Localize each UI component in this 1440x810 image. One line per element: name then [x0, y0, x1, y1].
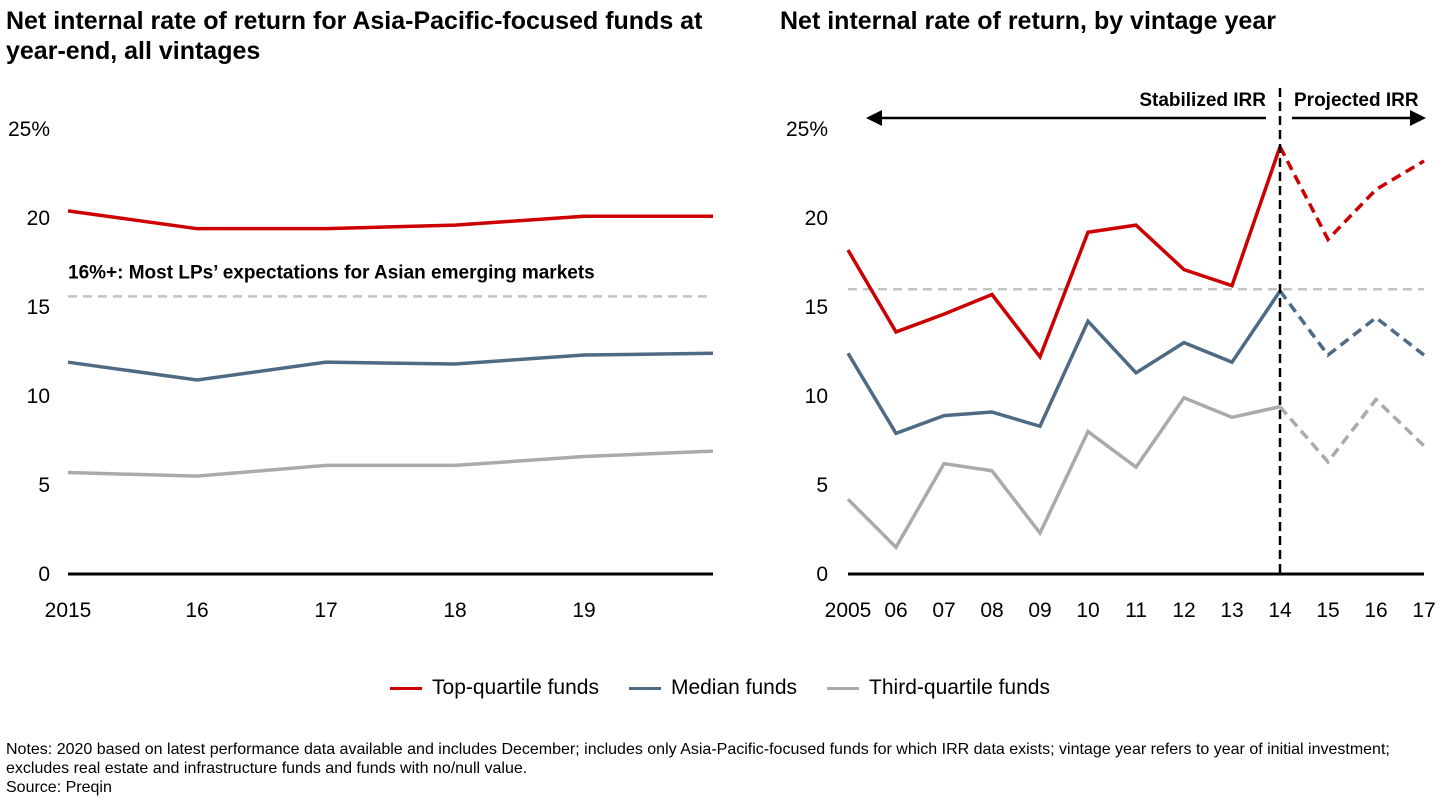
y-tick-label: 5 — [816, 474, 828, 497]
series-line-third — [67, 449, 714, 478]
projected-irr-label: Projected IRR — [1294, 90, 1419, 111]
x-tick-label: 11 — [1125, 599, 1147, 622]
y-tick-label: 25% — [786, 118, 828, 141]
legend: Top-quartile funds Median funds Third-qu… — [0, 676, 1440, 700]
arrow-left-icon — [866, 110, 882, 126]
right-chart-title: Net internal rate of return, by vintage … — [780, 7, 1276, 35]
x-tick-label: 14 — [1268, 599, 1292, 622]
legend-item-third: Third-quartile funds — [827, 676, 1050, 700]
legend-label: Top-quartile funds — [432, 676, 599, 699]
notes: Notes: 2020 based on latest performance … — [6, 740, 1436, 797]
arrow-right-icon — [1410, 110, 1426, 126]
y-tick-label: 15 — [805, 296, 828, 319]
x-tick-label: 09 — [1028, 599, 1051, 622]
source-text: Source: Preqin — [6, 779, 112, 796]
y-tick-label: 0 — [816, 563, 828, 586]
series-line-top — [846, 146, 1282, 361]
legend-swatch — [827, 686, 860, 690]
notes-text: Notes: 2020 based on latest performance … — [6, 741, 1390, 777]
x-tick-label: 08 — [980, 599, 1003, 622]
x-tick-label: 12 — [1172, 599, 1195, 622]
series-line-third — [846, 395, 1281, 551]
legend-label: Median funds — [670, 676, 798, 699]
legend-label: Third-quartile funds — [869, 676, 1050, 699]
series-line-median — [67, 351, 714, 382]
y-tick-label: 10 — [805, 385, 828, 408]
y-tick-label: 10 — [27, 385, 50, 408]
reference-line-label: 16%+: Most LPs’ expectations for Asian e… — [68, 262, 595, 283]
y-tick-label: 0 — [38, 563, 50, 586]
x-tick-label: 2005 — [825, 599, 872, 622]
x-tick-label: 16 — [185, 599, 208, 622]
x-tick-label: 15 — [1316, 599, 1339, 622]
x-tick-label: 2015 — [45, 599, 92, 622]
x-tick-label: 10 — [1076, 599, 1099, 622]
y-tick-label: 25% — [8, 118, 50, 141]
series-line-projected-top — [1278, 145, 1425, 243]
x-tick-label: 16 — [1364, 599, 1387, 622]
series-line-top — [67, 209, 713, 231]
y-tick-label: 5 — [38, 474, 50, 497]
series-line-projected-third — [1278, 396, 1426, 465]
x-tick-label: 17 — [314, 599, 337, 622]
legend-item-top: Top-quartile funds — [390, 676, 599, 700]
y-tick-label: 20 — [27, 207, 50, 230]
legend-swatch — [390, 686, 423, 690]
x-tick-label: 19 — [572, 599, 595, 622]
left-chart-title: Net internal rate of return for Asia-Pac… — [6, 7, 703, 65]
x-tick-label: 06 — [884, 599, 907, 622]
y-tick-label: 15 — [27, 296, 50, 319]
x-tick-label: 13 — [1220, 599, 1243, 622]
legend-item-median: Median funds — [628, 676, 798, 700]
y-tick-label: 20 — [805, 207, 828, 230]
stabilized-irr-label: Stabilized IRR — [1139, 90, 1266, 111]
x-tick-label: 17 — [1412, 599, 1435, 622]
series-line-projected-median — [1278, 289, 1426, 358]
legend-swatch — [628, 686, 661, 690]
x-tick-label: 18 — [443, 599, 466, 622]
x-tick-label: 07 — [932, 599, 955, 622]
series-line-median — [846, 290, 1282, 436]
